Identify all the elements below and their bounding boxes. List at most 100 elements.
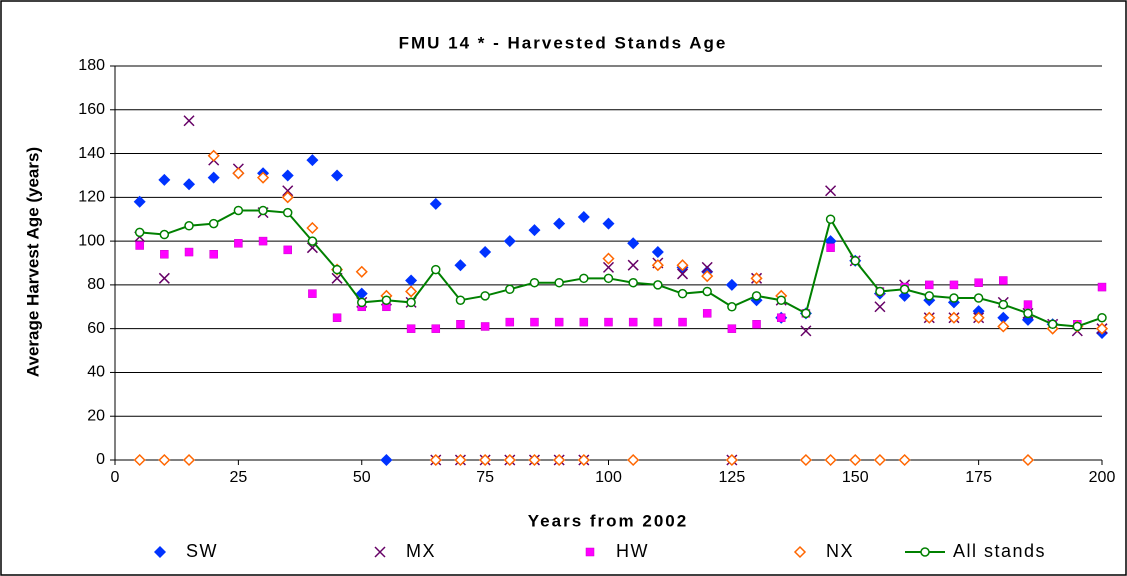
point [530,317,539,327]
point [282,185,294,197]
point [133,195,146,208]
point [281,169,294,182]
point [677,288,688,299]
point [209,249,218,259]
point [627,453,640,467]
point [973,293,984,303]
point [134,227,145,238]
point [701,270,714,283]
point [799,453,812,467]
point [405,285,418,298]
point [752,320,761,329]
point [628,277,638,288]
point [947,311,961,324]
point [431,324,441,333]
point [159,229,170,240]
point [554,317,564,327]
y-tick-label: 40 [87,364,105,381]
chart-title: FMU 14 * - Harvested Stands Age [399,33,728,52]
point [528,453,541,467]
point [824,453,837,467]
point [232,167,245,180]
point [702,309,712,318]
y-tick-label: 180 [78,57,105,74]
point [604,317,613,327]
point [308,289,317,298]
point [331,169,344,182]
point [480,322,490,331]
point [972,311,985,324]
point [725,278,738,291]
point [1023,308,1033,319]
point [528,224,541,237]
point [405,274,418,287]
point [899,284,910,295]
point [357,297,367,308]
legend-marker [585,547,595,557]
point [849,453,862,467]
point [529,277,540,288]
point [505,284,515,295]
point [653,280,663,290]
point [480,291,490,301]
point [479,453,492,467]
point [479,246,492,259]
point [456,320,465,329]
x-tick-label: 0 [111,469,120,486]
legend-label: HW [616,541,649,561]
point [750,272,763,285]
point [332,264,342,275]
point [1097,312,1107,323]
point [207,149,220,162]
point [997,311,1010,324]
point [875,286,885,297]
point [1047,319,1058,330]
point [135,241,144,250]
point [725,453,738,467]
legend-marker [920,547,930,557]
point [234,239,243,248]
point [380,454,393,466]
point [1095,322,1109,335]
point [183,115,195,127]
legend-label: All stands [953,541,1046,561]
point [800,325,812,337]
point [381,295,392,305]
point [283,245,292,255]
point [454,453,467,467]
point [332,313,342,322]
point [355,287,368,300]
point [651,246,664,259]
point [825,185,837,197]
point [997,320,1010,333]
point [702,286,712,297]
point [999,276,1008,285]
point [776,295,786,305]
point [553,217,566,230]
x-tick-label: 200 [1089,469,1116,486]
series-line [139,209,1103,328]
point [133,453,146,467]
point [207,171,220,184]
point [925,280,934,290]
point [873,453,886,467]
point [602,261,615,273]
point [826,243,835,252]
point [1023,300,1033,309]
x-tick-label: 175 [965,469,992,486]
legend-marker [793,545,807,559]
point [974,278,983,287]
y-tick-label: 80 [87,276,105,293]
point [306,221,319,235]
y-tick-label: 160 [78,101,105,118]
legend-label: NX [826,541,854,561]
x-axis-label: Years from 2002 [528,511,688,530]
point [233,205,244,216]
point [850,256,860,266]
point [554,277,564,288]
y-tick-label: 0 [96,451,105,468]
point [678,317,687,327]
point [949,293,959,303]
point [998,299,1009,310]
point [208,218,219,229]
